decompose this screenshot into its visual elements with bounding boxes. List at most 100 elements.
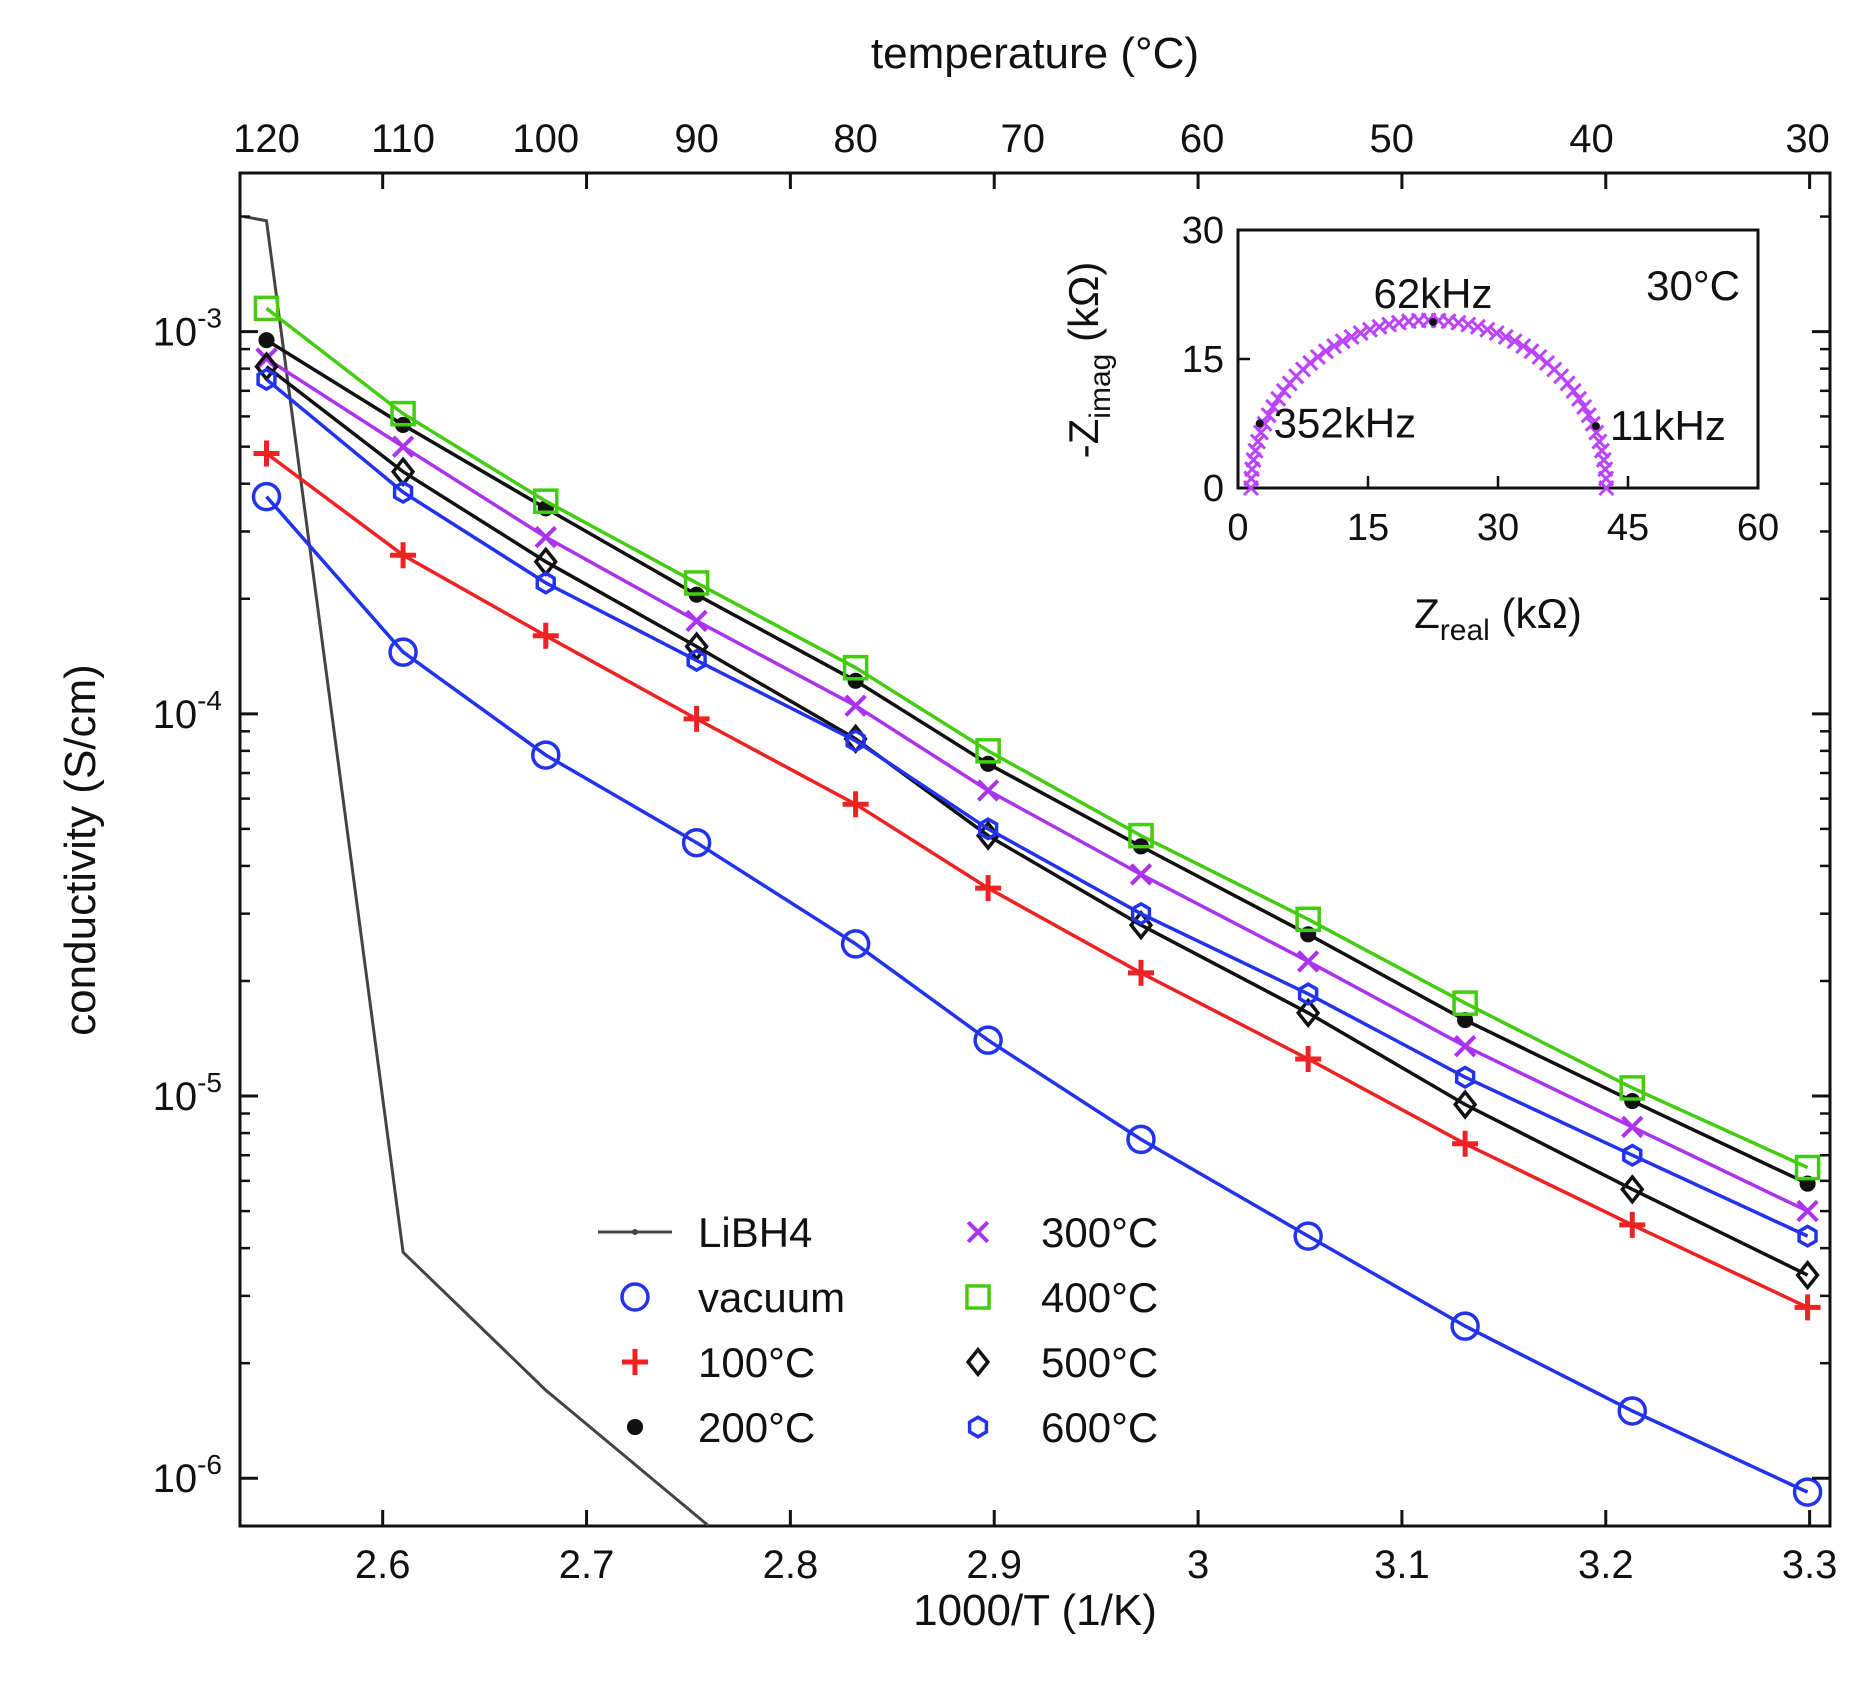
y-tick-base: 10 <box>153 311 198 355</box>
data-point-vacuum <box>1617 1396 1648 1426</box>
legend-marker-libh4 <box>632 1229 638 1235</box>
y-axis-title: conductivity (S/cm) <box>56 664 105 1036</box>
series-line-600c <box>265 378 1809 1238</box>
data-point-400c <box>1295 906 1321 933</box>
legend-label: 400°C <box>1041 1274 1158 1321</box>
data-point-vacuum <box>1293 1221 1323 1251</box>
legend: LiBH4 vacuum 100°C 200°C 300°C 400°C 500°C 600°… <box>598 1209 1158 1451</box>
inset-arc-point <box>1488 325 1505 342</box>
inset-frequency-label: 11kHz <box>1610 402 1726 449</box>
data-point-vacuum <box>531 740 561 770</box>
y-tick-base: 10 <box>153 1457 198 1501</box>
data-point-400c <box>253 295 280 322</box>
legend-marker <box>967 1415 989 1439</box>
legend-label: 600°C <box>1041 1404 1158 1451</box>
inset-arc-point <box>1352 325 1369 342</box>
data-point-100c <box>253 440 280 467</box>
legend-marker <box>626 1418 644 1436</box>
data-point-300c <box>1621 1115 1644 1139</box>
inset-x-tick-label: 60 <box>1737 507 1779 549</box>
inset-x-tick-label: 45 <box>1607 507 1649 549</box>
inset-arc-point <box>1598 479 1615 497</box>
data-point-vacuum <box>1792 1477 1823 1507</box>
x-tick-label: 3.1 <box>1374 1543 1430 1587</box>
data-point-300c <box>976 779 1000 802</box>
inset-frequency-label: 62kHz <box>1373 270 1492 317</box>
legend-marker <box>622 1349 648 1375</box>
inset-arc-point <box>1256 415 1273 432</box>
data-point-100c <box>1452 1130 1479 1157</box>
inset-y-tick-label: 0 <box>1203 468 1224 510</box>
data-point-300c <box>844 694 867 717</box>
y-tick-exponent: -6 <box>197 1449 222 1480</box>
inset-x-title: Zreal (kΩ) <box>1414 590 1582 647</box>
inset-x-title-sub: real <box>1440 614 1490 647</box>
data-point-400c <box>842 654 869 681</box>
inset-arc-point <box>1565 382 1582 400</box>
inset-arc-point <box>1326 337 1343 355</box>
y-tick-label: 10-3 <box>153 303 222 355</box>
data-point-200c <box>980 755 997 772</box>
top-tick-label: 30 <box>1785 117 1830 161</box>
inset-arc-point <box>1317 343 1334 360</box>
inset-arc-point <box>1506 333 1523 350</box>
inset-x-title-unit: (kΩ) <box>1490 590 1582 637</box>
inset-y-tick-label: 15 <box>1182 339 1224 381</box>
top-tick-label: 70 <box>1001 117 1046 161</box>
data-point-100c <box>1295 1045 1322 1072</box>
data-point-600c <box>686 648 707 673</box>
data-point-vacuum <box>681 827 712 858</box>
y-tick-exponent: -3 <box>197 303 222 334</box>
data-point-600c <box>535 571 556 595</box>
data-point-300c <box>1296 950 1320 973</box>
inset-y-title-pre: -Z <box>1060 419 1107 459</box>
inset-y-title-sub: imag <box>1084 354 1117 419</box>
data-point-100c <box>1128 959 1154 986</box>
top-tick-label: 90 <box>674 117 719 161</box>
main-plot-frame <box>238 171 1832 1528</box>
data-point-vacuum <box>388 637 418 667</box>
data-point-400c <box>1619 1075 1646 1101</box>
inset-y-tick-label: 30 <box>1182 210 1224 252</box>
top-tick-label: 50 <box>1369 117 1414 161</box>
y-tick-label: 10-4 <box>153 685 222 737</box>
legend-label: 500°C <box>1041 1339 1158 1386</box>
inset-arc-point <box>1497 328 1514 345</box>
inset-arc-point <box>1343 328 1360 345</box>
data-point-vacuum <box>251 481 282 512</box>
legend-marker <box>966 1220 990 1244</box>
y-tick-label: 10-6 <box>153 1449 222 1501</box>
x-axis-title: 1000/T (1/K) <box>913 1586 1157 1635</box>
inset-arc-point <box>1576 398 1593 415</box>
data-point-200c <box>1457 1012 1474 1029</box>
data-point-300c <box>685 609 708 633</box>
y-tick-exponent: -4 <box>197 685 222 716</box>
x-tick-label: 2.8 <box>763 1543 819 1587</box>
inset-arc-point <box>1469 318 1486 335</box>
inset-frame <box>1236 228 1760 490</box>
data-point-400c <box>683 570 710 596</box>
y-tick-base: 10 <box>153 693 198 737</box>
data-point-600c <box>1622 1143 1643 1168</box>
data-point-100c <box>683 705 710 732</box>
data-point-300c <box>1129 863 1153 886</box>
inset-frequency-marker <box>1255 419 1264 428</box>
series-layer <box>243 215 1823 1526</box>
top-tick-label: 100 <box>512 117 579 161</box>
data-point-500c <box>1296 997 1321 1029</box>
inset-nyquist-plot: 0 15 30 45 60 0 15 30 352kHz 62kHz 11kHz Zreal (kΩ… <box>1060 210 1779 647</box>
y-tick-exponent: -5 <box>197 1067 222 1098</box>
legend-label: LiBH4 <box>698 1209 812 1256</box>
inset-arc-point <box>1515 337 1532 355</box>
data-point-300c <box>391 435 415 458</box>
top-tick-label: 110 <box>371 117 435 161</box>
data-point-vacuum <box>840 929 871 959</box>
inset-arc-point <box>1265 398 1282 415</box>
data-point-100c <box>975 875 1002 902</box>
data-point-500c <box>254 351 279 382</box>
inset-frequency-marker <box>1429 318 1437 327</box>
top-axis-title: temperature (°C) <box>871 29 1199 78</box>
data-point-400c <box>975 738 1001 764</box>
data-point-600c <box>977 817 999 841</box>
